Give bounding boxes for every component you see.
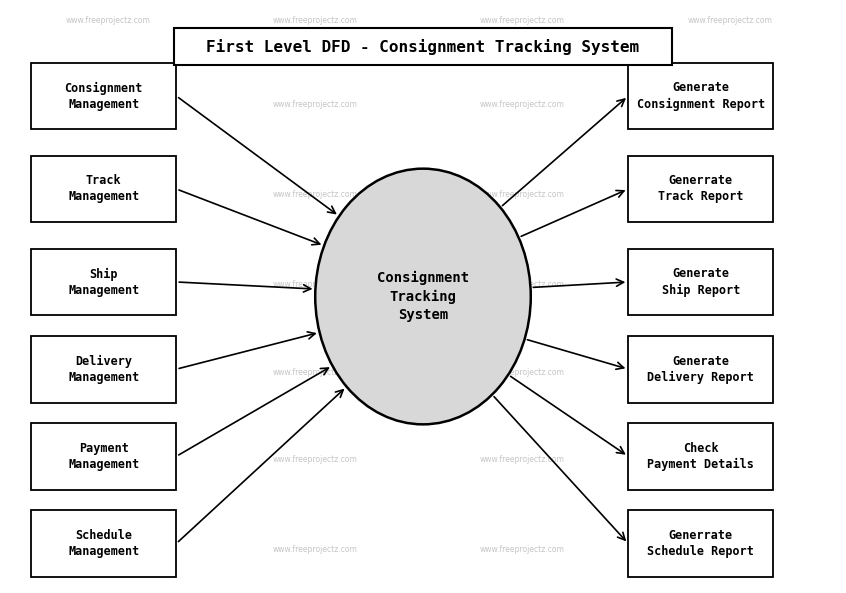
Text: www.freeprojectz.com: www.freeprojectz.com (687, 455, 772, 464)
FancyBboxPatch shape (174, 28, 672, 65)
FancyBboxPatch shape (31, 510, 176, 577)
Text: Generate
Ship Report: Generate Ship Report (662, 267, 740, 296)
FancyBboxPatch shape (629, 155, 773, 222)
Text: www.freeprojectz.com: www.freeprojectz.com (480, 190, 565, 199)
Text: www.freeprojectz.com: www.freeprojectz.com (480, 368, 565, 377)
FancyBboxPatch shape (31, 155, 176, 222)
Text: www.freeprojectz.com: www.freeprojectz.com (687, 100, 772, 109)
Text: Generate
Consignment Report: Generate Consignment Report (637, 81, 765, 110)
Text: www.freeprojectz.com: www.freeprojectz.com (272, 545, 358, 554)
Text: www.freeprojectz.com: www.freeprojectz.com (272, 100, 358, 109)
Text: www.freeprojectz.com: www.freeprojectz.com (65, 280, 151, 289)
Text: www.freeprojectz.com: www.freeprojectz.com (65, 545, 151, 554)
Text: www.freeprojectz.com: www.freeprojectz.com (65, 368, 151, 377)
Text: www.freeprojectz.com: www.freeprojectz.com (480, 455, 565, 464)
Text: www.freeprojectz.com: www.freeprojectz.com (272, 280, 358, 289)
Text: www.freeprojectz.com: www.freeprojectz.com (480, 545, 565, 554)
Text: www.freeprojectz.com: www.freeprojectz.com (65, 100, 151, 109)
Text: www.freeprojectz.com: www.freeprojectz.com (272, 190, 358, 199)
Text: www.freeprojectz.com: www.freeprojectz.com (272, 455, 358, 464)
Ellipse shape (316, 168, 530, 425)
Text: Consignment
Management: Consignment Management (64, 81, 143, 110)
FancyBboxPatch shape (31, 423, 176, 490)
FancyBboxPatch shape (31, 336, 176, 403)
FancyBboxPatch shape (629, 248, 773, 315)
FancyBboxPatch shape (31, 63, 176, 129)
Text: www.freeprojectz.com: www.freeprojectz.com (272, 368, 358, 377)
Text: www.freeprojectz.com: www.freeprojectz.com (65, 190, 151, 199)
Text: www.freeprojectz.com: www.freeprojectz.com (687, 16, 772, 25)
Text: Generate
Delivery Report: Generate Delivery Report (647, 355, 754, 384)
FancyBboxPatch shape (629, 63, 773, 129)
Text: www.freeprojectz.com: www.freeprojectz.com (272, 16, 358, 25)
Text: www.freeprojectz.com: www.freeprojectz.com (687, 190, 772, 199)
Text: www.freeprojectz.com: www.freeprojectz.com (480, 100, 565, 109)
Text: www.freeprojectz.com: www.freeprojectz.com (480, 16, 565, 25)
FancyBboxPatch shape (31, 248, 176, 315)
Text: Payment
Management: Payment Management (69, 442, 140, 471)
Text: www.freeprojectz.com: www.freeprojectz.com (480, 280, 565, 289)
Text: Generrate
Track Report: Generrate Track Report (658, 174, 744, 203)
Text: Schedule
Management: Schedule Management (69, 529, 140, 558)
FancyBboxPatch shape (629, 510, 773, 577)
FancyBboxPatch shape (629, 336, 773, 403)
Text: Delivery
Management: Delivery Management (69, 355, 140, 384)
Text: www.freeprojectz.com: www.freeprojectz.com (65, 455, 151, 464)
Text: www.freeprojectz.com: www.freeprojectz.com (687, 280, 772, 289)
Text: www.freeprojectz.com: www.freeprojectz.com (687, 545, 772, 554)
Text: www.freeprojectz.com: www.freeprojectz.com (65, 16, 151, 25)
Text: Consignment
Tracking
System: Consignment Tracking System (377, 271, 469, 322)
Text: Check
Payment Details: Check Payment Details (647, 442, 754, 471)
Text: Ship
Management: Ship Management (69, 267, 140, 296)
Text: First Level DFD - Consignment Tracking System: First Level DFD - Consignment Tracking S… (206, 39, 640, 55)
FancyBboxPatch shape (629, 423, 773, 490)
Text: www.freeprojectz.com: www.freeprojectz.com (687, 368, 772, 377)
Text: Generrate
Schedule Report: Generrate Schedule Report (647, 529, 754, 558)
Text: Track
Management: Track Management (69, 174, 140, 203)
